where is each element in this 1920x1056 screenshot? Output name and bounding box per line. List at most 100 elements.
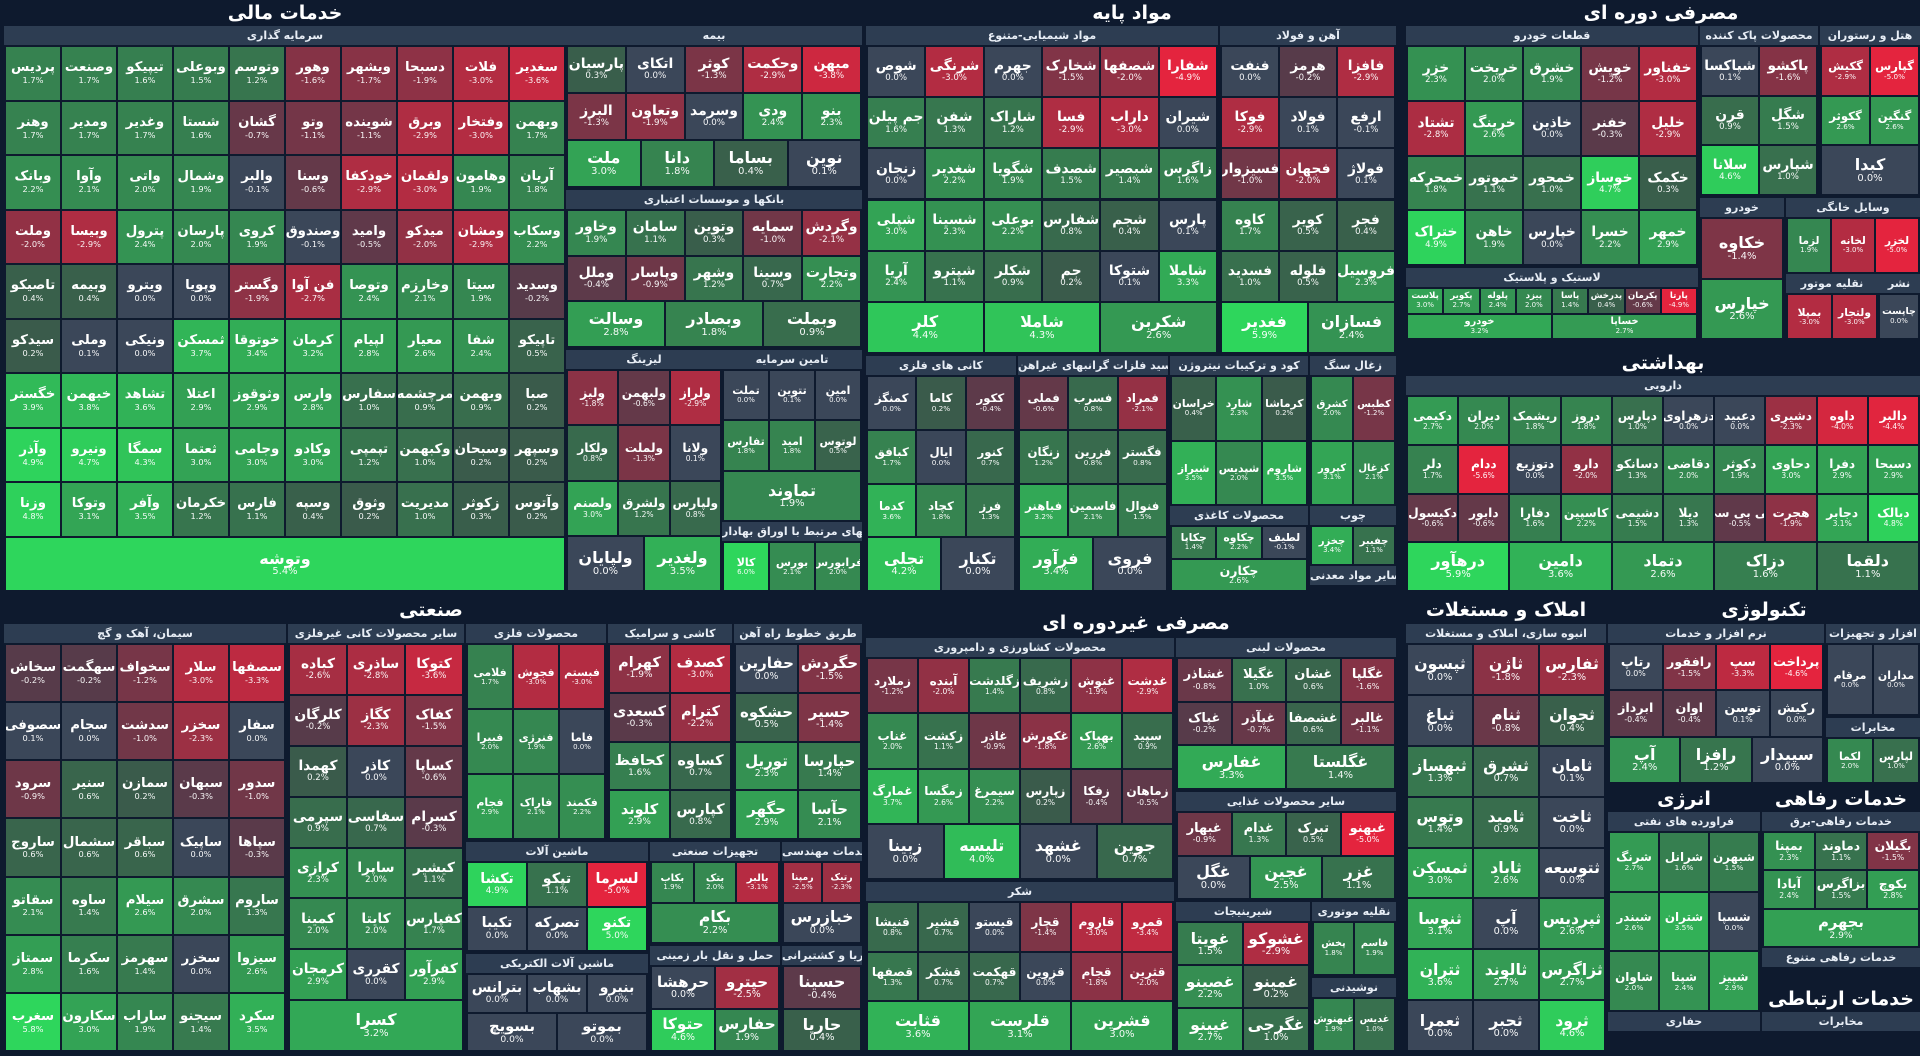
treemap-cell[interactable]: شکلر 0.9% (983, 250, 1042, 302)
treemap-cell[interactable]: شپلی 3.0% (867, 199, 926, 251)
treemap-cell[interactable]: شرنگی -3.0% (925, 46, 984, 98)
treemap-cell[interactable]: دحاوی 3.0% (1765, 444, 1817, 494)
treemap-cell[interactable]: خریخت 2.0% (1465, 46, 1523, 101)
treemap-cell[interactable]: وپاسار -0.9% (625, 255, 685, 302)
treemap-cell[interactable]: ونیکی 0.0% (117, 318, 173, 373)
treemap-cell[interactable]: لپیام 2.8% (341, 318, 397, 373)
treemap-cell[interactable]: وتوسم 1.2% (229, 46, 285, 101)
treemap-cell[interactable]: ختراک 4.9% (1407, 210, 1465, 265)
treemap-cell[interactable]: بتک 2.0% (693, 862, 737, 903)
treemap-cell[interactable]: وثوق 0.2% (341, 482, 397, 537)
treemap-cell[interactable]: قثابت 3.6% (867, 1001, 969, 1051)
treemap-cell[interactable]: رکیش 0.0% (1769, 690, 1823, 737)
treemap-cell[interactable]: تیپیکو 1.6% (117, 46, 173, 101)
treemap-cell[interactable]: تجلی 4.2% (867, 537, 941, 591)
treemap-cell[interactable]: ایال 0.0% (916, 429, 966, 484)
treemap-cell[interactable]: قشکر 0.7% (918, 951, 969, 1002)
treemap-cell[interactable]: سصفها -3.3% (229, 644, 285, 703)
treemap-cell[interactable]: غناب 2.0% (867, 713, 918, 769)
treemap-cell[interactable]: فسا -2.9% (1042, 97, 1101, 149)
treemap-cell[interactable]: آریا 2.4% (867, 250, 926, 302)
treemap-cell[interactable]: جوین 0.7% (1096, 823, 1173, 879)
treemap-cell[interactable]: کفاک -1.5% (405, 694, 463, 746)
treemap-cell[interactable]: غاذر -0.9% (969, 713, 1020, 769)
treemap-cell[interactable]: سپید 0.9% (1122, 713, 1173, 769)
treemap-cell[interactable]: شاروم 3.5% (1261, 440, 1307, 505)
treemap-cell[interactable]: غشاذر -0.8% (1177, 658, 1232, 702)
treemap-cell[interactable]: تکیبا 0.0% (467, 906, 527, 951)
treemap-cell[interactable]: پاکشو -1.6% (1759, 46, 1817, 96)
treemap-cell[interactable]: دفرا 2.9% (1816, 444, 1868, 494)
treemap-cell[interactable]: زکشت 1.1% (918, 713, 969, 769)
treemap-cell[interactable]: دعبید 0.0% (1714, 396, 1766, 445)
treemap-cell[interactable]: فاسمین 2.1% (1068, 483, 1118, 538)
treemap-cell[interactable]: ولبهمن -0.6% (618, 370, 670, 426)
treemap-cell[interactable]: غالبر -1.1% (1340, 701, 1395, 746)
treemap-cell[interactable]: حگردش -1.5% (798, 644, 861, 693)
treemap-cell[interactable]: مرقام 0.0% (1827, 644, 1873, 715)
treemap-cell[interactable]: غشهد 0.0% (1020, 823, 1097, 879)
treemap-cell[interactable]: لزما 1.9% (1787, 218, 1831, 273)
treemap-cell[interactable]: ولتجار -3.0% (1832, 294, 1877, 339)
treemap-cell[interactable]: گشان -0.7% (229, 100, 285, 155)
treemap-cell[interactable]: شصدف 1.5% (1042, 148, 1101, 200)
treemap-cell[interactable]: سنیر 0.6% (61, 760, 117, 819)
treemap-cell[interactable]: خوتوقا 3.4% (229, 318, 285, 373)
treemap-cell[interactable]: غویتا 1.5% (1177, 922, 1243, 965)
treemap-cell[interactable]: رتیک -2.3% (822, 862, 861, 903)
treemap-cell[interactable]: وبوعلی 1.5% (173, 46, 229, 101)
treemap-cell[interactable]: شسینا 2.3% (925, 199, 984, 251)
treemap-cell[interactable]: قلرست 3.1% (969, 1001, 1071, 1051)
treemap-cell[interactable]: پرداخت -4.6% (1769, 644, 1823, 691)
treemap-cell[interactable]: زشریف 0.8% (1020, 658, 1071, 714)
treemap-cell[interactable]: زنجان 0.0% (867, 148, 926, 200)
treemap-cell[interactable]: سهگمت -0.2% (61, 644, 117, 703)
treemap-cell[interactable]: خکمک 0.3% (1639, 155, 1697, 211)
treemap-cell[interactable]: وآذر 4.9% (5, 427, 61, 482)
treemap-cell[interactable]: غدیس 1.0% (1354, 998, 1395, 1051)
treemap-cell[interactable]: قنیشا 0.8% (867, 902, 918, 952)
treemap-cell[interactable]: شپدیس 2.0% (1216, 440, 1262, 505)
treemap-cell[interactable]: مدیریت 1.0% (397, 482, 453, 537)
treemap-cell[interactable]: کویر 0.5% (1279, 199, 1337, 251)
treemap-cell[interactable]: ثنام -0.8% (1473, 694, 1539, 746)
treemap-cell[interactable]: وغدیر 1.7% (117, 100, 173, 155)
treemap-cell[interactable]: ثاخت 0.0% (1539, 796, 1605, 848)
treemap-cell[interactable]: وبهمن 1.7% (509, 100, 565, 155)
treemap-cell[interactable]: معیار 2.6% (397, 318, 453, 373)
treemap-cell[interactable]: کهمدا 0.2% (289, 745, 347, 797)
treemap-cell[interactable]: قشیر 0.7% (918, 902, 969, 952)
treemap-cell[interactable]: وتعاون -1.9% (625, 93, 685, 140)
treemap-cell[interactable]: غگل 0.0% (1177, 855, 1250, 899)
treemap-cell[interactable]: ثفارس -2.3% (1539, 644, 1605, 695)
treemap-cell[interactable]: کسعدی -0.3% (609, 692, 670, 742)
treemap-cell[interactable]: زنگان 1.2% (1019, 429, 1069, 484)
treemap-cell[interactable]: وتوکا 3.1% (61, 482, 117, 537)
treemap-cell[interactable]: فلات -3.0% (453, 46, 509, 101)
treemap-cell[interactable]: غشان 0.6% (1286, 658, 1341, 702)
treemap-cell[interactable]: کرمجان 2.9% (289, 949, 347, 1001)
treemap-cell[interactable]: ریشمک 1.8% (1509, 396, 1561, 445)
treemap-cell[interactable]: آپ 0.0% (1473, 898, 1539, 950)
treemap-cell[interactable]: دانا 1.8% (640, 140, 714, 187)
treemap-cell[interactable]: پاسا 1.4% (1552, 288, 1589, 314)
treemap-cell[interactable]: وپویا 0.0% (173, 264, 229, 319)
treemap-cell[interactable]: خزر 2.3% (1407, 46, 1465, 101)
treemap-cell[interactable]: سدور -1.0% (229, 760, 285, 819)
treemap-cell[interactable]: حتوکا 4.6% (651, 1008, 715, 1051)
treemap-cell[interactable]: ساراب 1.9% (117, 992, 173, 1051)
treemap-cell[interactable]: سشرق 2.0% (173, 876, 229, 935)
treemap-cell[interactable]: وخاور 1.9% (567, 210, 626, 256)
treemap-cell[interactable]: فجام 2.9% (467, 774, 513, 839)
treemap-cell[interactable]: خساپا 2.7% (1552, 313, 1697, 339)
treemap-cell[interactable]: تپمپی 1.2% (341, 427, 397, 482)
treemap-cell[interactable]: ساپیک 0.0% (173, 818, 229, 877)
treemap-cell[interactable]: تماوند 1.9% (723, 470, 861, 521)
treemap-cell[interactable]: وآفر 3.5% (117, 482, 173, 537)
treemap-cell[interactable]: ساروج 0.6% (5, 818, 61, 877)
treemap-cell[interactable]: کباده -2.6% (289, 644, 347, 695)
treemap-cell[interactable]: بساما 0.4% (714, 140, 788, 187)
treemap-cell[interactable]: شفا 2.4% (453, 318, 509, 373)
treemap-cell[interactable]: شسپا 0.0% (1709, 891, 1759, 952)
treemap-cell[interactable]: فوکا -2.9% (1221, 97, 1279, 149)
